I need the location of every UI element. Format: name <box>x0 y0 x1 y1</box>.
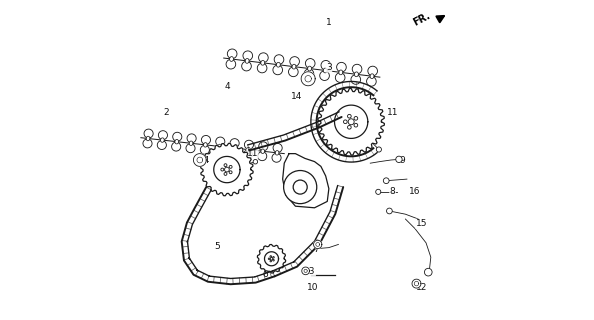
Ellipse shape <box>230 57 233 61</box>
Ellipse shape <box>218 144 222 149</box>
Polygon shape <box>201 143 253 196</box>
Polygon shape <box>257 244 286 273</box>
Circle shape <box>383 178 389 184</box>
Circle shape <box>375 189 381 195</box>
Text: 10: 10 <box>307 283 318 292</box>
Circle shape <box>224 164 227 167</box>
Circle shape <box>425 268 432 276</box>
Text: 15: 15 <box>416 219 427 228</box>
Text: 14: 14 <box>199 156 210 164</box>
Polygon shape <box>214 156 240 183</box>
Ellipse shape <box>339 70 343 75</box>
Circle shape <box>224 172 227 175</box>
Text: 13: 13 <box>304 267 315 276</box>
Text: 14: 14 <box>291 92 303 101</box>
Ellipse shape <box>261 60 265 65</box>
Circle shape <box>347 125 351 129</box>
Ellipse shape <box>189 141 193 146</box>
Ellipse shape <box>355 72 358 77</box>
Circle shape <box>253 159 258 164</box>
Polygon shape <box>314 240 322 249</box>
Circle shape <box>354 124 358 127</box>
Circle shape <box>377 147 381 152</box>
Ellipse shape <box>245 59 249 63</box>
Text: 12: 12 <box>416 283 427 292</box>
Text: 9: 9 <box>399 156 405 164</box>
Ellipse shape <box>160 138 164 142</box>
Text: 7: 7 <box>313 245 319 254</box>
Circle shape <box>229 165 232 168</box>
Ellipse shape <box>275 151 279 155</box>
Ellipse shape <box>261 149 264 154</box>
Text: 11: 11 <box>387 108 399 117</box>
Text: 3: 3 <box>326 63 331 72</box>
Polygon shape <box>318 88 384 155</box>
Circle shape <box>273 260 274 261</box>
Ellipse shape <box>292 64 296 69</box>
Polygon shape <box>264 252 279 266</box>
Circle shape <box>268 258 270 260</box>
Ellipse shape <box>308 66 311 71</box>
Ellipse shape <box>175 140 179 144</box>
Circle shape <box>283 171 317 204</box>
Circle shape <box>396 156 402 163</box>
Circle shape <box>270 256 271 257</box>
Ellipse shape <box>370 74 374 79</box>
Circle shape <box>229 171 232 174</box>
Polygon shape <box>334 105 368 139</box>
Polygon shape <box>302 267 309 275</box>
Text: FR.: FR. <box>412 11 432 28</box>
Circle shape <box>354 116 358 120</box>
Ellipse shape <box>146 136 150 141</box>
Text: 6: 6 <box>263 270 268 279</box>
Ellipse shape <box>204 143 207 147</box>
Text: 1: 1 <box>326 19 331 28</box>
Polygon shape <box>194 154 206 166</box>
Circle shape <box>343 120 347 124</box>
Circle shape <box>225 167 229 172</box>
Ellipse shape <box>247 148 250 152</box>
Text: 2: 2 <box>163 108 169 117</box>
Polygon shape <box>301 72 315 86</box>
Text: 5: 5 <box>214 242 220 251</box>
Circle shape <box>273 257 274 258</box>
Circle shape <box>347 114 351 118</box>
Circle shape <box>387 208 392 214</box>
Circle shape <box>348 119 354 125</box>
Circle shape <box>270 260 271 262</box>
Polygon shape <box>283 154 329 208</box>
Text: 16: 16 <box>409 188 421 196</box>
Ellipse shape <box>276 62 280 67</box>
Polygon shape <box>412 279 421 288</box>
Text: 4: 4 <box>224 82 230 91</box>
Circle shape <box>293 180 307 194</box>
Ellipse shape <box>232 146 236 150</box>
Text: 11: 11 <box>247 149 258 158</box>
Circle shape <box>270 258 273 260</box>
Ellipse shape <box>323 68 327 73</box>
Circle shape <box>221 168 224 171</box>
Text: 8: 8 <box>390 188 396 196</box>
